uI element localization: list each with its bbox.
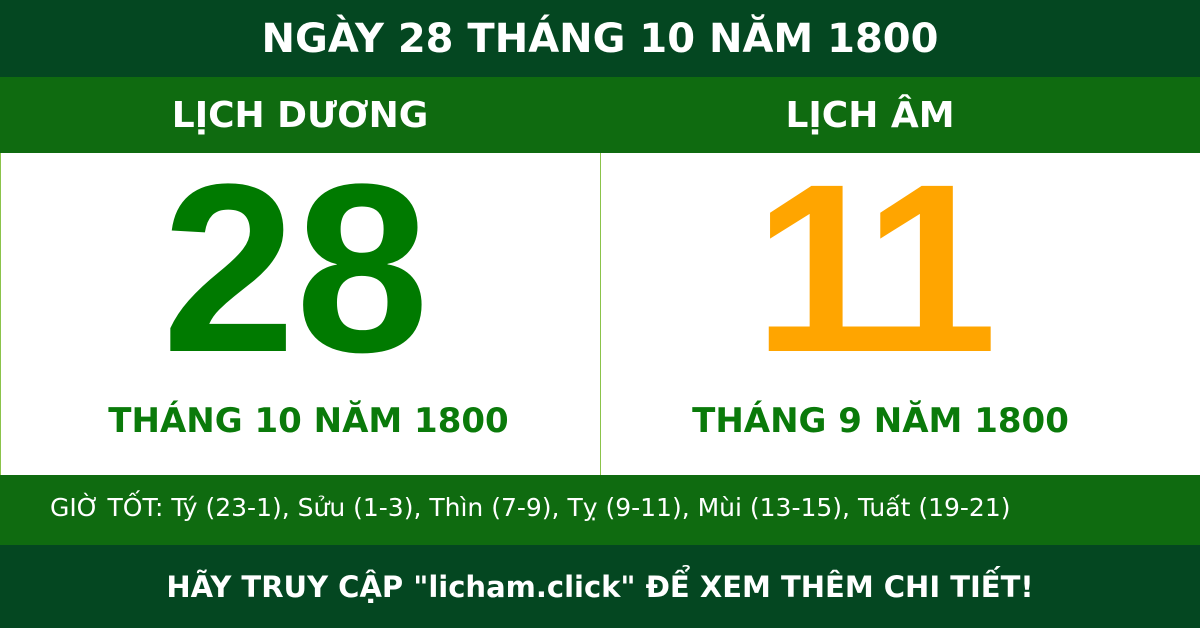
lunar-heading: LỊCH ÂM <box>785 95 955 136</box>
good-hours: GIỜ TỐT: Tý (23-1), Sửu (1-3), Thìn (7-9… <box>0 475 1200 545</box>
lunar-month-year: THÁNG 9 NĂM 1800 <box>692 401 1069 441</box>
lunar-panel: 11 THÁNG 9 NĂM 1800 <box>600 148 1200 475</box>
footer-cta: HÃY TRUY CẬP "licham.click" ĐỂ XEM THÊM … <box>0 545 1200 628</box>
solar-day: 28 <box>162 134 429 402</box>
solar-heading: LỊCH DƯƠNG <box>171 95 429 136</box>
lunar-day: 11 <box>753 134 998 402</box>
solar-month-year: THÁNG 10 NĂM 1800 <box>108 401 509 441</box>
solar-panel: 28 THÁNG 10 NĂM 1800 <box>0 134 600 475</box>
column-headings: LỊCH DƯƠNG LỊCH ÂM <box>0 77 1200 153</box>
page-title: NGÀY 28 THÁNG 10 NĂM 1800 <box>0 0 1200 77</box>
